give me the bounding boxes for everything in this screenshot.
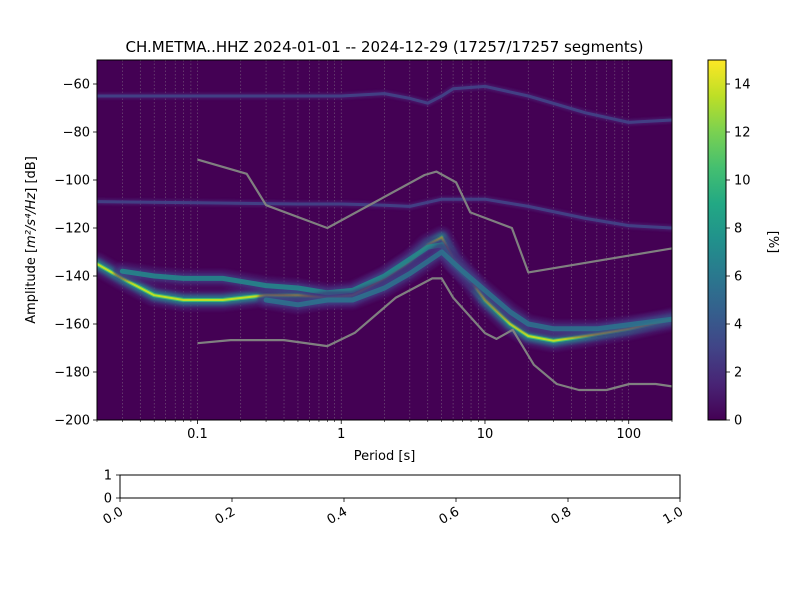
y-tick-label: −120 — [54, 222, 90, 237]
x-axis-ticks: 0.1 1 10 100 — [96, 420, 673, 442]
density-band-trace-65 — [97, 83, 672, 126]
colorbar-tick-label: 12 — [734, 126, 751, 141]
colorbar-tick-label: 8 — [734, 222, 742, 237]
colorbar-tick-label: 2 — [734, 366, 742, 381]
y-axis-ticks: −60 −80 −100 −120 −140 −160 −180 −200 — [54, 78, 97, 429]
secondary-y-tick-label: 1 — [104, 469, 112, 484]
secondary-x-tick-label: 0.4 — [325, 504, 350, 527]
colorbar-ticks: 0 2 4 6 8 10 12 14 — [726, 78, 751, 429]
chart-title: CH.METMA..HHZ 2024-01-01 -- 2024-12-29 (… — [126, 38, 644, 56]
colorbar-gradient — [707, 59, 727, 421]
x-tick-label: 1 — [337, 427, 345, 442]
secondary-x-tick-label: 0.8 — [549, 504, 574, 527]
secondary-y-ticks: 01 — [104, 469, 120, 507]
density-band-trace-110 — [97, 196, 672, 231]
colorbar: 0 2 4 6 8 10 12 14 [%] — [707, 59, 780, 429]
density-band-lower — [257, 243, 672, 338]
y-tick-label: −140 — [54, 270, 90, 285]
main-plot: 0.1 1 10 100 −60 −80 −100 −120 −140 −160 −180 −200… — [24, 59, 673, 464]
secondary-x-tick-label: 0.6 — [437, 504, 462, 527]
y-tick-label: −160 — [54, 318, 90, 333]
colorbar-label: [%] — [765, 231, 780, 254]
noise-model-line-low — [197, 277, 672, 392]
colorbar-tick-label: 6 — [734, 270, 742, 285]
x-tick-label: 100 — [616, 427, 641, 442]
colorbar-tick-label: 4 — [734, 318, 742, 333]
x-tick-label: 10 — [477, 427, 494, 442]
y-axis-label-unit: m²/s⁴/Hz — [24, 192, 39, 248]
colorbar-tick-label: 10 — [734, 174, 751, 189]
y-tick-label: −60 — [63, 78, 90, 93]
secondary-y-tick-label: 0 — [104, 492, 112, 507]
secondary-x-tick-label: 0.2 — [213, 504, 238, 527]
colorbar-tick-label: 0 — [734, 414, 742, 429]
y-tick-label: −200 — [54, 414, 90, 429]
noise-model-line-high — [197, 158, 672, 274]
y-axis-label-main: Amplitude [ — [24, 248, 39, 324]
density-bands — [97, 83, 672, 352]
secondary-axes: 0.0 0.2 0.4 0.6 0.8 1.0 01 — [101, 469, 686, 528]
y-tick-label: −180 — [54, 366, 90, 381]
y-axis-label-tail: ] [dB] — [24, 156, 39, 193]
secondary-x-tick-label: 0.0 — [101, 504, 126, 527]
colorbar-tick-label: 14 — [734, 78, 751, 93]
y-axis-label: Amplitude [m²/s⁴/Hz] [dB] — [24, 156, 39, 324]
secondary-plot-frame — [119, 474, 681, 499]
secondary-x-tick-label: 1.0 — [661, 504, 686, 527]
x-axis-label: Period [s] — [354, 449, 416, 464]
x-tick-label: 0.1 — [187, 427, 208, 442]
y-tick-label: −100 — [54, 174, 90, 189]
noise-model-lines — [197, 158, 672, 392]
y-tick-label: −80 — [63, 126, 90, 141]
secondary-x-ticks: 0.0 0.2 0.4 0.6 0.8 1.0 — [101, 498, 686, 528]
